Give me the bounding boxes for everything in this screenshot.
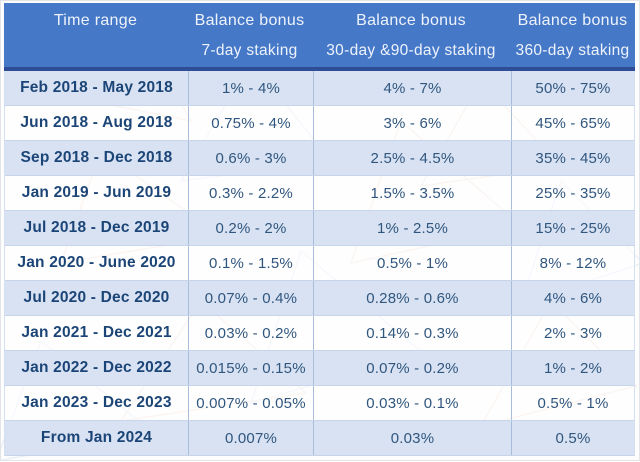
header-cell-30-90day-staking: Balance bonus 30-day &90-day staking [312,3,510,67]
table-row: Jan 2022 - Dec 2022 0.015% - 0.15% 0.07%… [5,350,634,385]
header-title: Balance bonus [356,12,466,29]
cell-360day-bonus: 2% - 3% [511,316,634,350]
table-body: Feb 2018 - May 2018 1% - 4% 4% - 7% 50% … [4,71,635,456]
cell-360day-bonus: 0.5% [511,421,634,455]
cell-30-90day-bonus: 0.03% [313,421,511,455]
cell-360day-bonus: 8% - 12% [511,246,634,280]
cell-time-range: Jan 2023 - Dec 2023 [21,394,172,411]
table-row: Jun 2018 - Aug 2018 0.75% - 4% 3% - 6% 4… [5,105,634,140]
table-row: From Jan 2024 0.007% 0.03% 0.5% [5,420,634,455]
header-title: Balance bonus [194,12,305,29]
cell-7day-bonus: 0.75% - 4% [188,106,313,140]
cell-360day-bonus: 25% - 35% [511,176,634,210]
cell-30-90day-bonus: 1% - 2.5% [313,211,511,245]
cell-7day-bonus: 0.03% - 0.2% [188,316,313,350]
cell-time-range: Feb 2018 - May 2018 [20,79,173,96]
cell-7day-bonus: 0.1% - 1.5% [188,246,313,280]
header-subtitle: 30-day &90-day staking [326,42,496,59]
table-row: Feb 2018 - May 2018 1% - 4% 4% - 7% 50% … [5,71,634,105]
cell-7day-bonus: 0.3% - 2.2% [188,176,313,210]
table-row: Jan 2023 - Dec 2023 0.007% - 0.05% 0.03%… [5,385,634,420]
header-title: Time range [53,12,138,29]
cell-30-90day-bonus: 4% - 7% [313,71,511,105]
cell-7day-bonus: 0.015% - 0.15% [188,351,313,385]
cell-time-range: Jun 2018 - Aug 2018 [20,114,173,131]
header-cell-time-range: Time range [4,3,187,67]
cell-time-range: Jan 2020 - June 2020 [17,254,176,271]
cell-time-range: Jul 2020 - Dec 2020 [23,289,170,306]
header-title: Balance bonus [517,12,628,29]
header-subtitle: 7-day staking [201,42,298,59]
table-header-row: Time range Balance bonus 7-day staking B… [4,3,635,71]
cell-360day-bonus: 35% - 45% [511,141,634,175]
bonus-table: Time range Balance bonus 7-day staking B… [4,3,635,456]
table-row: Jan 2019 - Jun 2019 0.3% - 2.2% 1.5% - 3… [5,175,634,210]
cell-30-90day-bonus: 2.5% - 4.5% [313,141,511,175]
cell-360day-bonus: 45% - 65% [511,106,634,140]
cell-360day-bonus: 4% - 6% [511,281,634,315]
cell-time-range: Jan 2019 - Jun 2019 [21,184,172,201]
cell-360day-bonus: 50% - 75% [511,71,634,105]
cell-7day-bonus: 0.6% - 3% [188,141,313,175]
cell-time-range: From Jan 2024 [40,429,153,446]
cell-time-range: Sep 2018 - Dec 2018 [20,149,173,166]
cell-7day-bonus: 0.2% - 2% [188,211,313,245]
cell-7day-bonus: 0.007% - 0.05% [188,386,313,420]
table-row: Jan 2021 - Dec 2021 0.03% - 0.2% 0.14% -… [5,315,634,350]
table-row: Jul 2020 - Dec 2020 0.07% - 0.4% 0.28% -… [5,280,634,315]
cell-360day-bonus: 0.5% - 1% [511,386,634,420]
cell-30-90day-bonus: 1.5% - 3.5% [313,176,511,210]
cell-30-90day-bonus: 0.5% - 1% [313,246,511,280]
header-cell-360day-staking: Balance bonus 360-day staking [510,3,635,67]
cell-30-90day-bonus: 0.07% - 0.2% [313,351,511,385]
cell-7day-bonus: 1% - 4% [188,71,313,105]
cell-360day-bonus: 15% - 25% [511,211,634,245]
cell-7day-bonus: 0.07% - 0.4% [188,281,313,315]
cell-30-90day-bonus: 0.14% - 0.3% [313,316,511,350]
cell-time-range: Jan 2022 - Dec 2022 [21,359,172,376]
cell-30-90day-bonus: 0.03% - 0.1% [313,386,511,420]
cell-time-range: Jan 2021 - Dec 2021 [21,324,172,341]
cell-time-range: Jul 2018 - Dec 2019 [23,219,170,236]
header-cell-7day-staking: Balance bonus 7-day staking [187,3,312,67]
cell-30-90day-bonus: 0.28% - 0.6% [313,281,511,315]
header-subtitle: 360-day staking [515,42,630,59]
table-row: Jul 2018 - Dec 2019 0.2% - 2% 1% - 2.5% … [5,210,634,245]
cell-360day-bonus: 1% - 2% [511,351,634,385]
cell-30-90day-bonus: 3% - 6% [313,106,511,140]
table-row: Sep 2018 - Dec 2018 0.6% - 3% 2.5% - 4.5… [5,140,634,175]
table-row: Jan 2020 - June 2020 0.1% - 1.5% 0.5% - … [5,245,634,280]
cell-7day-bonus: 0.007% [188,421,313,455]
